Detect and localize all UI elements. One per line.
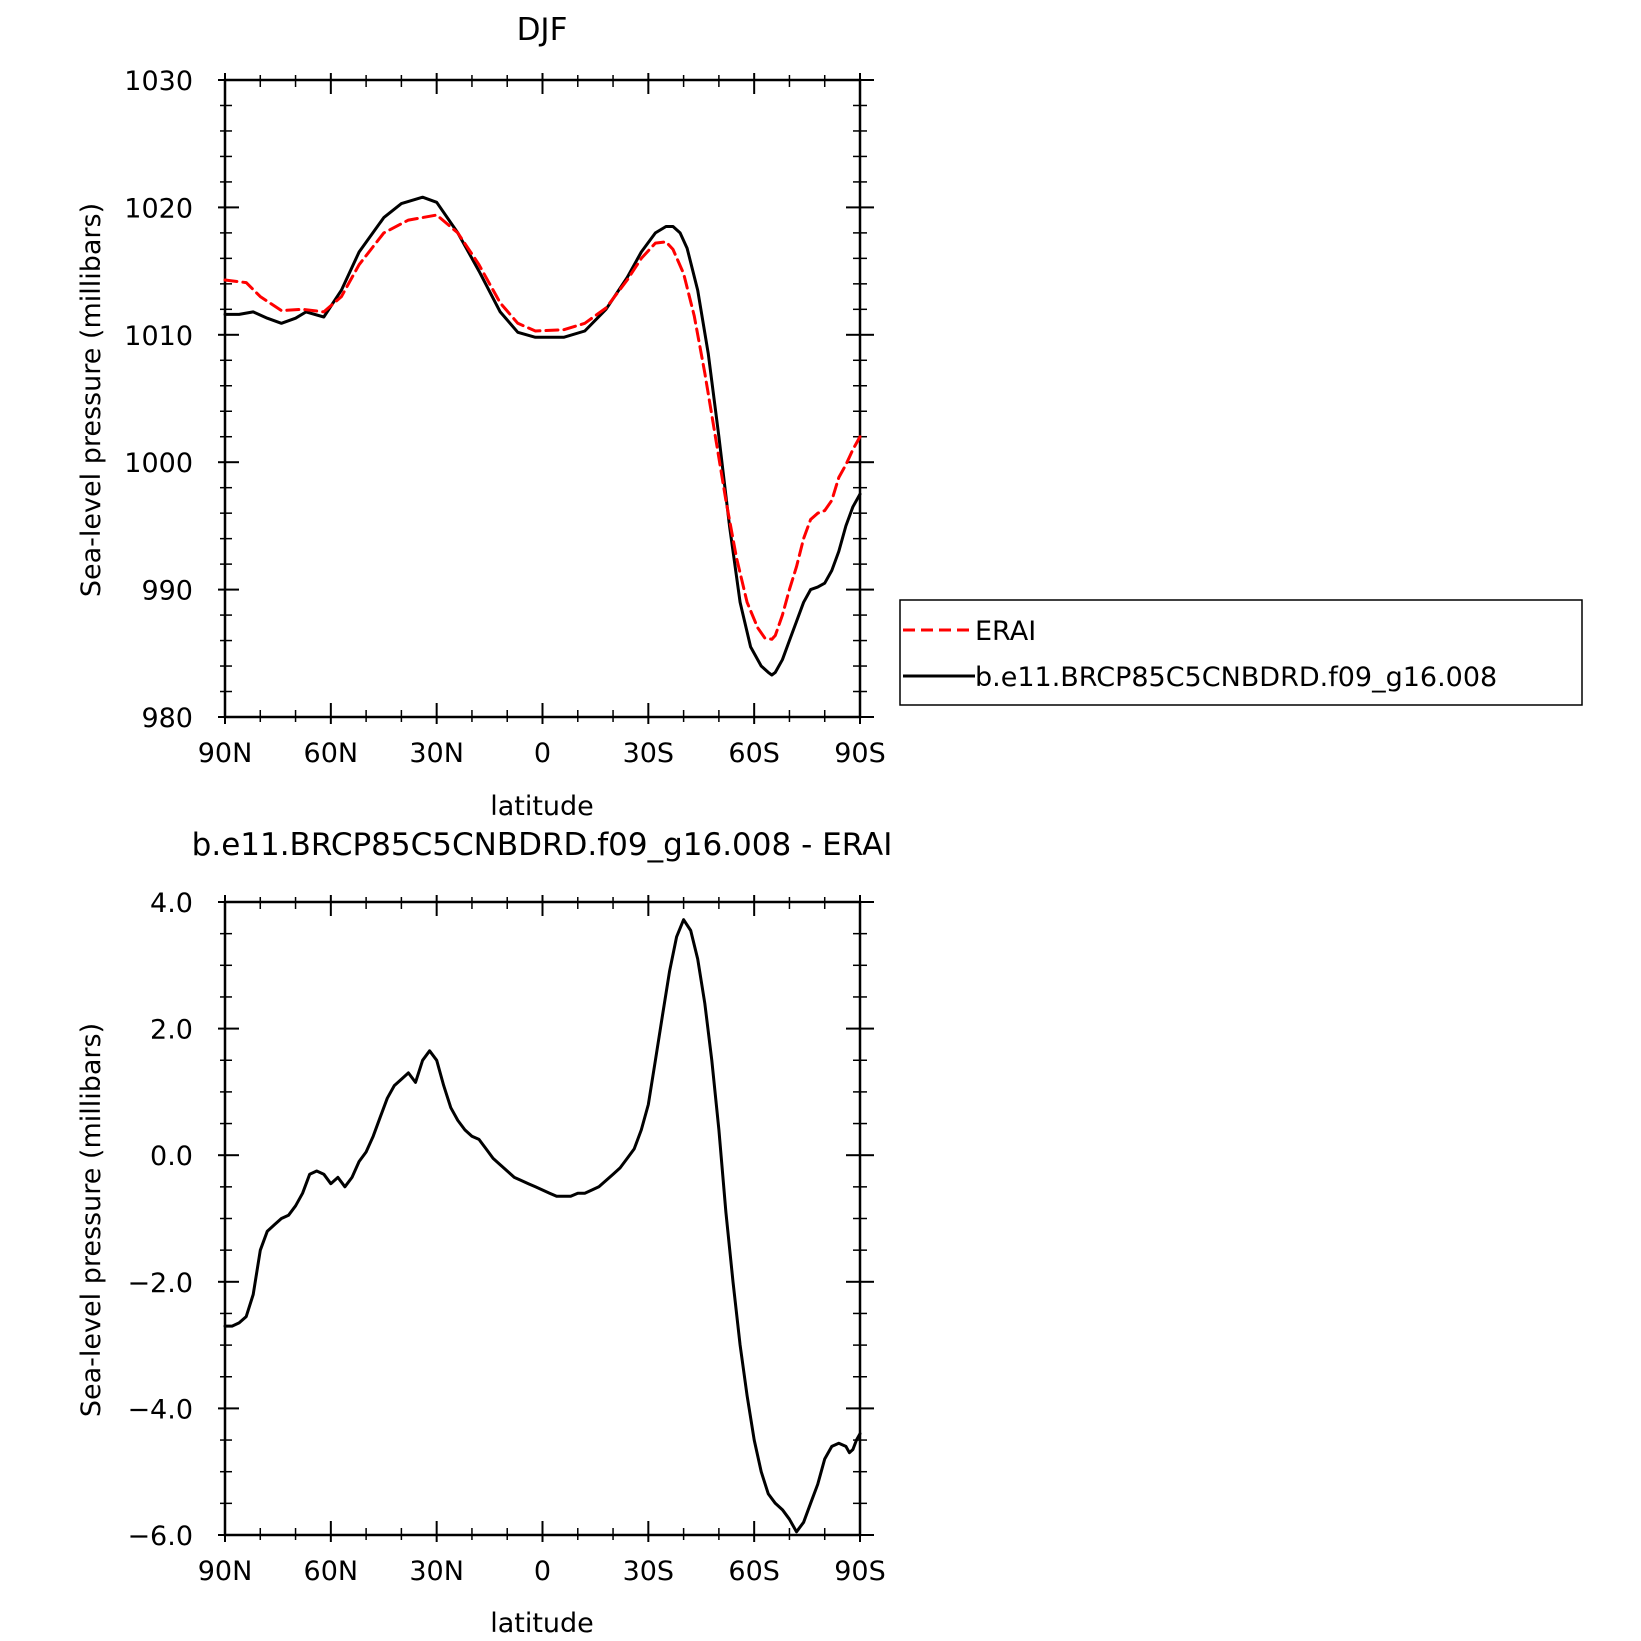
plot-axes: 90N 60N 30N 0 30S 60S 90S 980 990 1000 1010 1020 103…	[124, 66, 885, 769]
plot-lines	[223, 195, 862, 677]
x-axis-label: latitude	[490, 1608, 594, 1639]
legend-label-erai: ERAI	[975, 616, 1036, 647]
plot-lines	[223, 918, 862, 1534]
x-tick-label: 30S	[623, 738, 675, 769]
y-tick-label: 1030	[124, 66, 193, 97]
x-tick-label: 90N	[198, 738, 253, 769]
y-tick-label: 1020	[124, 193, 193, 224]
x-tick-label: 60N	[304, 738, 359, 769]
y-tick-label: −6.0	[127, 1521, 193, 1552]
slp-djf-panel: DJF 90N 60N 30N 0 30S 60S 90S 980 990 1000 1010 102…	[76, 12, 886, 822]
slp-difference-panel: b.e11.BRCP85C5CNBDRD.f09_g16.008 - ERAI …	[76, 827, 892, 1639]
legend-box	[899, 599, 1583, 706]
y-tick-label: 1000	[124, 448, 193, 479]
x-tick-label: 60S	[728, 738, 780, 769]
x-tick-label: 30S	[623, 1556, 675, 1587]
y-tick-label: 980	[141, 703, 193, 734]
y-tick-label: 2.0	[150, 1015, 193, 1046]
erai-series-line	[223, 213, 862, 641]
x-axis-label: latitude	[490, 791, 594, 822]
model-series-line	[223, 195, 862, 677]
legend: ERAI b.e11.BRCP85C5CNBDRD.f09_g16.008	[899, 599, 1583, 706]
plot-frame	[223, 78, 862, 719]
x-tick-label: 90N	[198, 1556, 253, 1587]
plot-axes: 90N 60N 30N 0 30S 60S 90S −6.0 −4.0 −2.0 0.0 2.0 4.0	[127, 888, 885, 1587]
legend-label-model: b.e11.BRCP85C5CNBDRD.f09_g16.008	[975, 662, 1497, 693]
x-tick-label: 90S	[834, 738, 886, 769]
difference-series-line	[223, 918, 862, 1534]
y-axis-label: Sea-level pressure (millibars)	[76, 203, 107, 597]
x-tick-label: 60N	[304, 1556, 359, 1587]
plot-frame	[223, 900, 862, 1537]
y-tick-label: 4.0	[150, 888, 193, 919]
x-tick-label: 60S	[728, 1556, 780, 1587]
chart-title: DJF	[517, 12, 568, 48]
y-axis-label: Sea-level pressure (millibars)	[76, 1023, 107, 1417]
x-tick-label: 90S	[834, 1556, 886, 1587]
x-tick-label: 30N	[409, 1556, 464, 1587]
y-tick-label: 990	[141, 576, 193, 607]
y-tick-label: −2.0	[127, 1268, 193, 1299]
x-tick-label: 0	[534, 738, 551, 769]
chart-title: b.e11.BRCP85C5CNBDRD.f09_g16.008 - ERAI	[192, 827, 893, 863]
y-tick-label: 1010	[124, 321, 193, 352]
x-tick-label: 0	[534, 1556, 551, 1587]
y-tick-label: −4.0	[127, 1394, 193, 1425]
x-tick-label: 30N	[409, 738, 464, 769]
y-tick-label: 0.0	[150, 1141, 193, 1172]
